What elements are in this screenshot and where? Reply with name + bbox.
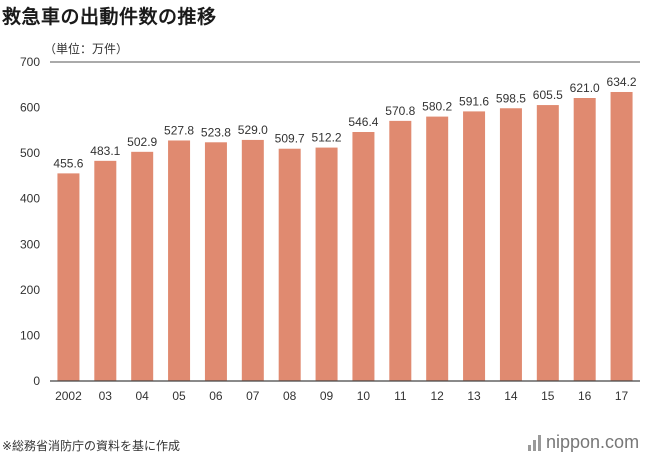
- x-tick-label: 09: [320, 389, 334, 403]
- x-tick-label: 13: [467, 389, 481, 403]
- bar-value-label: 591.6: [459, 94, 489, 108]
- source-note: ※総務省消防庁の資料を基に作成: [2, 439, 181, 453]
- y-tick-label: 300: [20, 237, 40, 251]
- x-tick-label: 06: [209, 389, 223, 403]
- bar-value-label: 483.1: [90, 144, 120, 158]
- x-tick-label: 08: [283, 389, 297, 403]
- bar: [536, 105, 559, 381]
- x-tick-label: 14: [504, 389, 518, 403]
- bar-value-label: 512.2: [312, 131, 342, 145]
- bar-value-label: 580.2: [422, 100, 452, 114]
- bar: [573, 98, 596, 381]
- bar-value-label: 455.6: [53, 156, 83, 170]
- x-tick-label: 03: [99, 389, 113, 403]
- bar: [352, 131, 375, 381]
- bar: [131, 151, 154, 381]
- bar-value-label: 523.8: [201, 125, 231, 139]
- y-axis-unit-label: （単位：万件）: [44, 42, 129, 56]
- bar-value-label: 634.2: [607, 75, 637, 89]
- x-tick-label: 10: [357, 389, 371, 403]
- bar: [168, 140, 191, 381]
- bar-value-label: 570.8: [385, 104, 415, 118]
- x-tick-label: 05: [172, 389, 186, 403]
- bar-value-label: 621.0: [570, 81, 600, 95]
- bar: [610, 91, 633, 382]
- x-tick-label: 16: [578, 389, 592, 403]
- y-tick-label: 100: [20, 328, 40, 342]
- x-tick-label: 2002: [55, 389, 82, 403]
- bar-value-label: 527.8: [164, 123, 194, 137]
- bar: [278, 148, 301, 381]
- bar: [94, 160, 117, 381]
- chart-title: 救急車の出動件数の推移: [2, 6, 217, 28]
- y-tick-label: 400: [20, 192, 40, 206]
- y-tick-label: 600: [20, 101, 40, 115]
- bar-value-label: 502.9: [127, 135, 157, 149]
- x-tick-label: 17: [615, 389, 629, 403]
- bar-value-label: 509.7: [275, 132, 305, 146]
- bar: [241, 139, 264, 381]
- y-tick-label: 700: [20, 55, 40, 69]
- bar: [426, 116, 449, 381]
- logo-bars-icon: [528, 434, 541, 451]
- y-tick-label: 0: [33, 374, 40, 388]
- x-tick-label: 12: [431, 389, 445, 403]
- bar: [315, 147, 338, 381]
- bar-value-label: 546.4: [348, 115, 378, 129]
- bar: [57, 173, 80, 381]
- bar: [499, 108, 522, 381]
- y-tick-label: 500: [20, 146, 40, 160]
- bar: [204, 142, 227, 381]
- x-tick-label: 15: [541, 389, 555, 403]
- x-tick-label: 04: [136, 389, 150, 403]
- y-tick-label: 200: [20, 283, 40, 297]
- bar-value-label: 598.5: [496, 91, 526, 105]
- bar: [463, 111, 486, 382]
- x-tick-label: 07: [246, 389, 260, 403]
- bar-value-label: 529.0: [238, 123, 268, 137]
- bar: [389, 120, 412, 381]
- bar-value-label: 605.5: [533, 88, 563, 102]
- x-tick-label: 11: [394, 389, 407, 403]
- logo-text: nippon.com: [546, 432, 640, 452]
- nippon-logo: nippon.com: [528, 432, 639, 453]
